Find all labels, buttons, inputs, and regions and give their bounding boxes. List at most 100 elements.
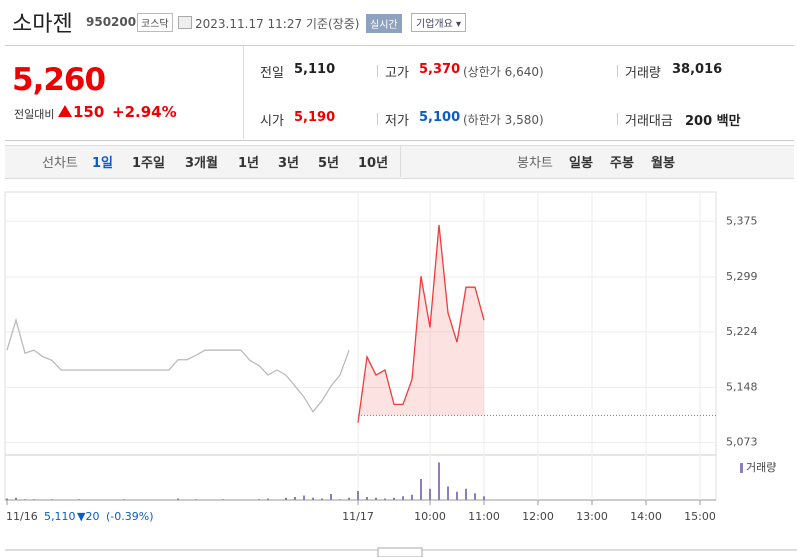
tab[interactable]: 1년 [238,156,260,171]
stat-value: 5,110 [294,62,336,77]
tab[interactable]: 월봉 [651,156,675,171]
calendar-icon [178,16,192,29]
volume-bar [267,498,269,500]
x-tick-label: 11/17 [342,510,374,523]
quote-date: 2023.11.17 11:27 기준(장중) [195,17,360,31]
x-tick-label: 13:00 [576,510,608,523]
volume-bar [285,497,287,500]
volume-bar [402,496,404,500]
price-line [6,317,350,413]
stat-note: (상한가 6,640) [463,65,544,79]
volume-bar [51,499,53,500]
volume-bar [411,494,413,500]
expand-button[interactable] [377,547,423,557]
market-badge: 코스닥 [137,13,173,32]
stat-label: 고가 [385,66,409,81]
x-tick-label: 15:00 [684,510,716,523]
tab-bar [5,145,794,179]
stat-label: 저가 [385,114,409,129]
tab-group-label: 봉차트 [517,156,553,171]
volume-bar [15,497,17,500]
volume-bar [429,488,431,500]
volume-bar [366,497,368,500]
legend-swatch [740,463,743,473]
volume-bar [312,497,314,500]
stat-value: 38,016 [672,62,723,77]
volume-bar [24,499,26,500]
prev-close: 5,110 [44,510,76,523]
stat-value: 5,190 [294,110,336,125]
volume-bar [438,462,440,500]
stock-code: 950200 [86,15,137,29]
realtime-button[interactable]: 실시간 [366,14,402,33]
volume-bar [303,495,305,500]
tab[interactable]: 1주일 [132,156,165,171]
stat-note: (하한가 3,580) [463,113,544,127]
price-box [5,45,244,139]
stock-name: 소마젠 [12,12,73,37]
chart: 5,375 5,299 5,224 5,148 5,073 11/16 11/17 10:00… [4,191,797,557]
tab[interactable]: 일봉 [569,156,593,171]
stat-value: 5,100 [419,110,461,125]
change-rate: +2.94% [112,103,177,121]
stat-label: 거래량 [625,66,661,81]
volume-bar [483,496,485,500]
y-tick-label: 5,375 [726,214,758,227]
volume-bar [375,497,377,500]
tab[interactable]: 3년 [278,156,300,171]
prev-change: ▼20 [77,510,99,523]
current-price: 5,260 [12,62,106,98]
volume-bar [123,499,125,500]
stat-value: 5,370 [419,62,461,77]
separator [377,113,378,125]
volume-bar [195,499,197,500]
y-tick-label: 5,148 [726,381,758,394]
volume-bar [474,493,476,500]
price-line [357,224,485,423]
tab[interactable]: 1일 [92,156,114,171]
x-tick-label: 14:00 [630,510,662,523]
stat-label: 시가 [260,114,284,129]
volume-bar [339,499,341,500]
quote-box [5,45,794,141]
change: 150 [73,103,105,121]
volume-bar [447,486,449,500]
x-tick-label: 11/16 [6,510,38,523]
tab-divider [400,146,401,177]
volume-bar [294,497,296,500]
separator [377,65,378,77]
y-tick-label: 5,299 [726,270,758,283]
tab[interactable]: 10년 [358,156,389,171]
legend-label: 거래량 [746,461,776,474]
x-tick-label: 11:00 [468,510,500,523]
volume-bar [357,491,359,500]
tab[interactable]: 3개월 [185,156,218,171]
volume-bar [348,497,350,500]
up-arrow [58,105,72,117]
volume-bar [222,499,224,500]
stat-label: 전일 [260,66,284,81]
separator [617,113,618,125]
volume-bar [321,498,323,500]
y-tick-label: 5,224 [726,325,758,338]
tab[interactable]: 주봉 [610,156,634,171]
volume-bar [33,499,35,500]
volume-bar [393,497,395,500]
company-button[interactable]: 기업개요 ▾ [411,13,467,32]
volume-bar [330,494,332,500]
change-label: 전일대비 [14,108,55,121]
area [358,224,484,423]
tab-group-label: 선차트 [42,156,78,171]
plot-frame [4,191,717,501]
tab[interactable]: 5년 [318,156,340,171]
stat-label: 거래대금 [625,114,673,129]
stat-value: 200 백만 [685,114,741,129]
volume-bar [177,498,179,500]
volume-bar [6,498,8,500]
x-tick-label: 10:00 [414,510,446,523]
volume-bar [465,488,467,500]
y-tick-label: 5,073 [726,435,758,448]
volume-bar [384,498,386,500]
company-label: 기업개요 [416,19,453,30]
